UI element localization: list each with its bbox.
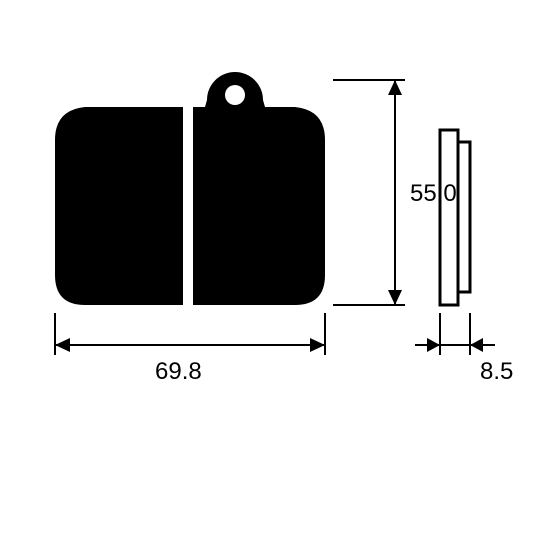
thickness-dimension <box>415 313 495 355</box>
side-view <box>440 130 470 305</box>
width-label: 69.8 <box>155 358 202 386</box>
height-label: 55.0 <box>410 180 457 208</box>
thickness-label: 8.5 <box>480 358 513 386</box>
technical-drawing <box>0 0 550 550</box>
height-dimension <box>333 80 405 305</box>
brake-pad-shape <box>55 72 325 305</box>
width-dimension <box>55 313 325 355</box>
